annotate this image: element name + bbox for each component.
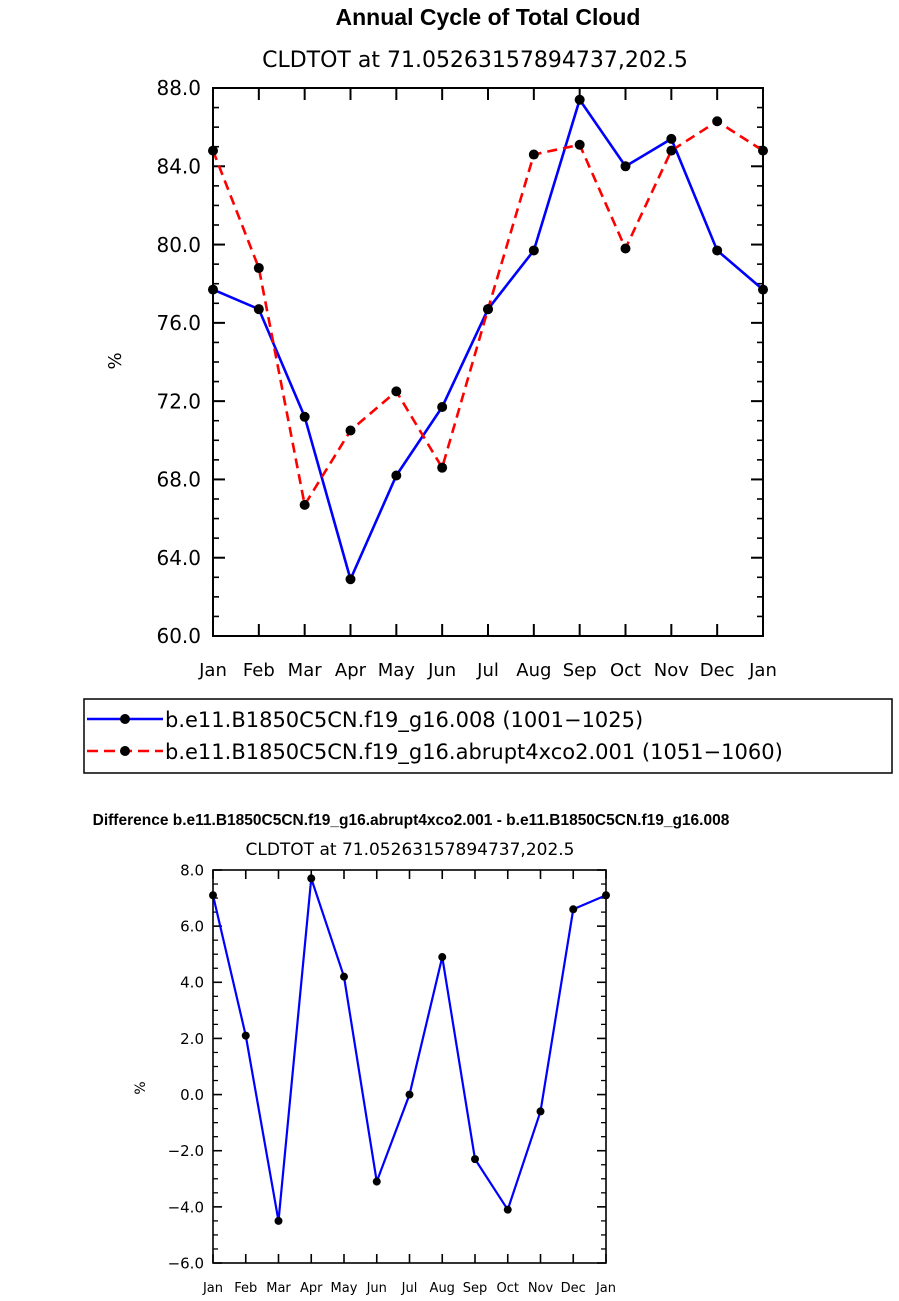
chart2-x-tick-label: Jul: [401, 1281, 418, 1296]
chart2-series-0-point: [307, 874, 316, 883]
chart1-series-1-point: [483, 304, 493, 315]
chart1-x-tick-label: May: [378, 660, 416, 681]
chart2-x-tick-label: Oct: [497, 1281, 519, 1296]
chart2-series-0-point: [372, 1177, 381, 1186]
chart1-x-tick-label: Feb: [243, 660, 275, 681]
legend-label-control: b.e11.B1850C5CN.f19_g16.008 (1001−1025): [165, 708, 643, 733]
chart1-series-1-point: [345, 425, 356, 436]
chart2-tick-labels: Jan Feb Mar Apr May Jun Jul Aug Sep Oct Nov Dec Jan −…: [168, 861, 616, 1296]
chart1-series-0-point: [391, 470, 402, 481]
chart2-x-tick-label: Aug: [430, 1281, 455, 1296]
chart2-x-tick-label: Apr: [300, 1281, 323, 1296]
chart1-series-0-point: [345, 574, 356, 585]
chart1-x-tick-label: Aug: [516, 660, 551, 681]
chart1-x-tick-label: Jul: [476, 660, 499, 681]
chart1-y-tick-label: 60.0: [156, 624, 201, 648]
chart2-x-tick-label: Mar: [266, 1281, 291, 1296]
chart1-y-tick-label: 80.0: [156, 233, 201, 257]
chart2-x-tick-label: May: [331, 1281, 358, 1296]
chart1-y-tick-label: 76.0: [156, 311, 201, 335]
chart1-series-0-point: [712, 245, 723, 256]
difference-chart: Difference b.e11.B1850C5CN.f19_g16.abrup…: [93, 812, 730, 1296]
chart2-series-0-point: [405, 1090, 414, 1099]
chart2-series-0-point: [438, 953, 447, 962]
chart2-y-tick-label: −2.0: [168, 1142, 204, 1160]
chart1-x-tick-label: Jan: [748, 660, 777, 681]
chart2-series-0-point: [274, 1216, 283, 1225]
chart1-x-tick-label: Apr: [335, 660, 367, 681]
chart1-x-tick-label: Dec: [700, 660, 735, 681]
chart1-series-line-0: [212, 98, 764, 581]
legend-marker-abrupt4xco2: [120, 746, 130, 756]
chart1-ticks: [212, 87, 764, 637]
chart1-x-tick-label: Oct: [610, 660, 641, 681]
chart1-series-1-point: [437, 462, 448, 473]
chart1-tick-labels: Jan Feb Mar Apr May Jun Jul Aug Sep Oct Nov Dec Jan 6…: [156, 76, 776, 681]
legend-marker-control: [120, 714, 130, 724]
chart1-series: [208, 94, 768, 585]
chart2-x-tick-label: Jun: [366, 1281, 387, 1296]
chart2-y-axis-label: %: [133, 1081, 149, 1094]
chart1-series-0-point: [437, 402, 448, 413]
chart1-series-1-point: [574, 139, 585, 150]
chart2-y-tick-label: 4.0: [180, 974, 204, 992]
chart2-series-line-0: [211, 877, 607, 1222]
chart1-title: Annual Cycle of Total Cloud: [336, 4, 641, 30]
chart1-series-1-point: [666, 145, 677, 156]
chart1-x-tick-label: Nov: [654, 660, 689, 681]
chart1-subtitle: CLDTOT at 71.05263157894737,202.5: [262, 48, 688, 73]
chart2-y-tick-label: 8.0: [180, 861, 204, 879]
chart1-y-tick-label: 68.0: [156, 468, 201, 492]
chart2-title: Difference b.e11.B1850C5CN.f19_g16.abrup…: [93, 812, 730, 829]
chart2-series-0-point: [536, 1107, 545, 1116]
chart2-x-tick-label: Jan: [202, 1281, 223, 1296]
chart1-legend: b.e11.B1850C5CN.f19_g16.008 (1001−1025) …: [83, 698, 893, 774]
chart1-y-tick-label: 64.0: [156, 546, 201, 570]
chart2-series-0-point: [340, 972, 348, 981]
chart1-series-1-point: [253, 263, 264, 274]
chart1-series-1-point: [620, 243, 631, 254]
chart1-y-tick-label: 84.0: [156, 154, 201, 178]
chart1-series-0-point: [253, 304, 264, 315]
chart1-series-0-point: [574, 94, 585, 105]
legend-label-abrupt4xco2: b.e11.B1850C5CN.f19_g16.abrupt4xco2.001 …: [165, 740, 783, 765]
chart2-plot-frame: [212, 869, 607, 1264]
chart2-x-tick-label: Sep: [463, 1281, 488, 1296]
annual-cycle-chart: Annual Cycle of Total Cloud CLDTOT at 71…: [105, 4, 777, 681]
chart1-x-tick-label: Jan: [198, 660, 227, 681]
chart1-y-tick-label: 72.0: [156, 389, 201, 413]
chart2-series-0-point: [241, 1031, 250, 1040]
chart1-series-1-point: [712, 116, 723, 127]
chart1-x-tick-label: Sep: [563, 660, 597, 681]
chart2-y-tick-label: 6.0: [180, 918, 204, 936]
chart2-series-0-point: [569, 905, 578, 914]
chart2-x-tick-label: Jan: [595, 1281, 616, 1296]
chart1-series-0-point: [299, 411, 310, 422]
chart2-series: [209, 874, 610, 1225]
chart1-y-axis-label: %: [105, 352, 126, 369]
chart2-x-tick-label: Nov: [528, 1281, 554, 1296]
chart1-plot-frame: [212, 87, 764, 637]
chart1-series-1-point: [528, 149, 539, 160]
chart2-y-tick-label: 0.0: [180, 1086, 204, 1104]
chart1-series-0-point: [528, 245, 539, 256]
chart1-y-tick-label: 88.0: [156, 76, 201, 100]
chart2-x-tick-label: Dec: [561, 1281, 586, 1296]
chart2-series-0-point: [471, 1155, 479, 1164]
chart2-subtitle: CLDTOT at 71.05263157894737,202.5: [245, 840, 574, 860]
chart1-x-tick-label: Mar: [288, 660, 323, 681]
chart1-series-0-point: [620, 161, 631, 172]
chart1-series-1-point: [299, 499, 310, 510]
chart2-y-tick-label: −6.0: [168, 1254, 204, 1272]
chart2-y-tick-label: 2.0: [180, 1030, 204, 1048]
chart2-x-tick-label: Feb: [234, 1281, 257, 1296]
chart1-series-0-point: [666, 133, 677, 144]
legend-box: [83, 698, 893, 774]
chart2-series-0-point: [503, 1205, 512, 1214]
chart1-series-1-point: [391, 386, 402, 397]
chart1-x-tick-label: Jun: [427, 660, 456, 681]
chart2-y-tick-label: −4.0: [168, 1198, 204, 1216]
